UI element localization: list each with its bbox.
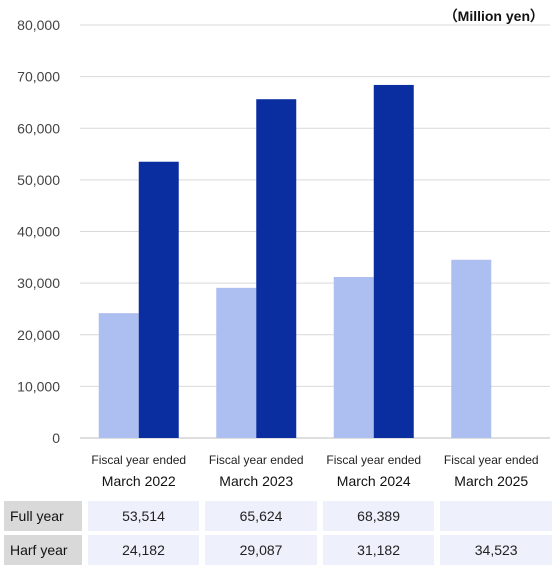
bar-half-year-3 bbox=[333, 277, 374, 438]
cell-gap bbox=[199, 501, 206, 531]
cell-gap bbox=[316, 535, 323, 565]
half-year-2023-cell: 29,087 bbox=[205, 535, 317, 565]
full-year-2022-cell: 53,514 bbox=[87, 501, 200, 531]
x-tick-label: March 2023 bbox=[219, 473, 293, 489]
bar-full-year-2 bbox=[256, 99, 297, 439]
half-year-2024-cell: 31,182 bbox=[322, 535, 435, 565]
half-year-2022-cell: 24,182 bbox=[87, 535, 200, 565]
table-row-half-year: Harf year 24,182 29,087 31,182 34,523 bbox=[4, 535, 552, 565]
bar-half-year-2 bbox=[216, 287, 257, 438]
x-tick-label: March 2024 bbox=[337, 473, 411, 489]
y-tick-label: 50,000 bbox=[17, 172, 60, 188]
cell-gap bbox=[81, 535, 88, 565]
y-tick-label: 70,000 bbox=[17, 69, 60, 85]
cell-gap bbox=[81, 501, 88, 531]
cell-gap bbox=[199, 535, 206, 565]
x-tick-label: Fiscal year ended bbox=[326, 453, 421, 467]
unit-label: （Million yen） bbox=[443, 8, 544, 24]
x-tick-label: March 2022 bbox=[102, 473, 176, 489]
x-tick-label: Fiscal year ended bbox=[209, 453, 304, 467]
data-table: Full year 53,514 65,624 68,389 Harf year… bbox=[4, 497, 552, 569]
cell-gap bbox=[434, 501, 441, 531]
x-tick-label: Fiscal year ended bbox=[444, 453, 539, 467]
y-tick-label: 20,000 bbox=[17, 327, 60, 343]
half-year-2025-cell: 34,523 bbox=[440, 535, 552, 565]
bar-full-year-3 bbox=[373, 84, 414, 439]
row-label-full-year: Full year bbox=[4, 501, 82, 531]
table-row-full-year: Full year 53,514 65,624 68,389 bbox=[4, 501, 552, 531]
y-tick-label: 80,000 bbox=[17, 17, 60, 33]
full-year-2025-cell bbox=[440, 501, 552, 531]
full-year-2023-cell: 65,624 bbox=[205, 501, 317, 531]
cell-gap bbox=[434, 535, 441, 565]
y-tick-label: 10,000 bbox=[17, 378, 60, 394]
bar-half-year-4 bbox=[451, 259, 492, 438]
row-label-half-year: Harf year bbox=[4, 535, 82, 565]
x-tick-label: Fiscal year ended bbox=[91, 453, 186, 467]
y-tick-label: 0 bbox=[52, 430, 60, 446]
bar-full-year-1 bbox=[138, 161, 179, 438]
y-tick-label: 60,000 bbox=[17, 120, 60, 136]
y-tick-label: 30,000 bbox=[17, 275, 60, 291]
cell-gap bbox=[316, 501, 323, 531]
full-year-2024-cell: 68,389 bbox=[322, 501, 435, 531]
y-tick-label: 40,000 bbox=[17, 224, 60, 240]
bar-half-year-1 bbox=[98, 313, 139, 438]
x-tick-label: March 2025 bbox=[454, 473, 528, 489]
